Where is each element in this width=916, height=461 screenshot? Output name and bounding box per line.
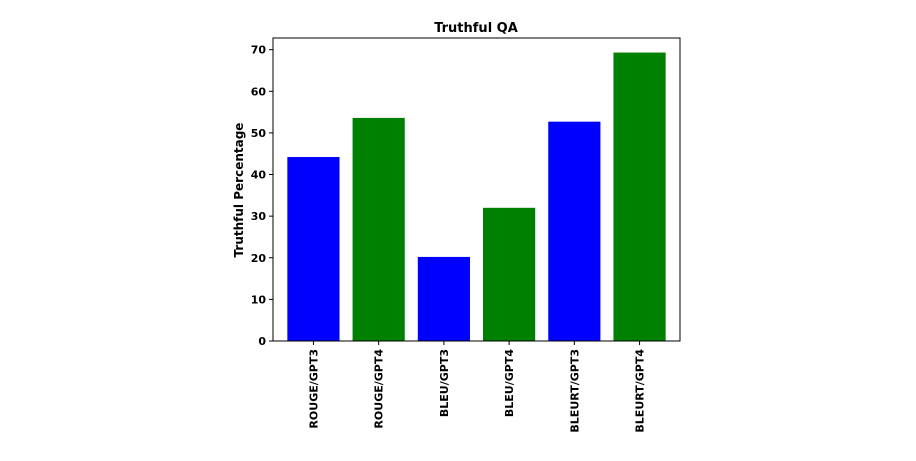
y-tick-label-5: 50	[251, 127, 267, 140]
x-tick-label-1: ROUGE/GPT4	[373, 349, 386, 429]
y-tick-label-1: 10	[251, 293, 267, 306]
x-tick-label-0: ROUGE/GPT3	[307, 349, 320, 429]
y-tick-label-6: 60	[251, 85, 267, 98]
bar-3	[483, 207, 536, 341]
y-tick-label-4: 40	[251, 169, 267, 182]
bar-5	[613, 52, 666, 341]
y-tick-label-2: 20	[251, 252, 267, 265]
plot-frame	[272, 37, 681, 342]
x-tick-label-2: BLEU/GPT3	[438, 349, 451, 417]
chart-title: Truthful QA	[434, 21, 518, 36]
x-tick-label-4: BLEURT/GPT3	[568, 349, 581, 433]
bar-2	[417, 256, 470, 341]
ticks-layer: ROUGE/GPT3 ROUGE/GPT4 BLEU/GPT3 BLEU/GPT4 BL…	[251, 44, 647, 433]
bar-0	[287, 157, 340, 341]
bar-1	[352, 117, 405, 342]
y-tick-label-3: 30	[251, 210, 267, 223]
x-tick-label-3: BLEU/GPT4	[503, 349, 516, 417]
y-tick-label-0: 0	[258, 335, 266, 348]
y-axis-title: Truthful Percentage	[232, 123, 246, 258]
x-tick-label-5: BLEURT/GPT4	[634, 349, 647, 433]
bar-4	[548, 121, 601, 342]
y-tick-label-7: 70	[251, 44, 267, 57]
bars-layer	[287, 52, 666, 342]
